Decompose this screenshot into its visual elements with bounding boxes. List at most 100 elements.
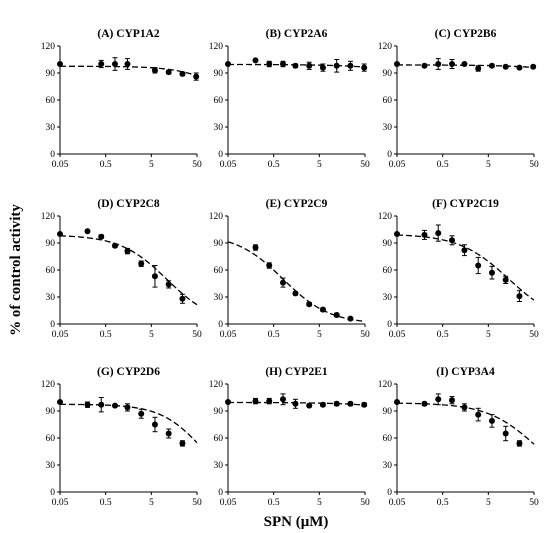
- x-tick-label: 0.05: [389, 160, 406, 170]
- chart-panel: (I) CYP3A4 0 30 60 90 120 0.05 0.5 5 50: [378, 366, 539, 508]
- y-tick-label: 30: [383, 461, 393, 471]
- x-tick-label: 5: [317, 330, 322, 340]
- y-tick-label: 120: [41, 42, 56, 52]
- y-tick-label: 30: [214, 293, 224, 303]
- data-point: [225, 399, 231, 405]
- y-tick-label: 30: [214, 123, 224, 133]
- data-point: [111, 402, 118, 409]
- data-point: [179, 440, 186, 447]
- y-tick-label: 90: [383, 69, 393, 79]
- data-point: [461, 404, 468, 411]
- data-point: [516, 293, 523, 300]
- data-point: [84, 401, 91, 408]
- data-point: [475, 411, 482, 418]
- data-point: [179, 295, 186, 302]
- data-point: [252, 57, 259, 64]
- data-point: [461, 247, 468, 254]
- data-point: [292, 290, 299, 297]
- x-tick-label: 5: [149, 498, 154, 508]
- data-point: [165, 281, 172, 288]
- data-point: [151, 273, 158, 280]
- data-point: [435, 61, 442, 67]
- fit-curve: [59, 235, 198, 306]
- data-point: [124, 248, 131, 255]
- data-point: [502, 276, 509, 283]
- x-tick-label: 0.05: [52, 330, 69, 340]
- x-tick-label: 0.5: [437, 330, 449, 340]
- x-tick-label: 0.05: [389, 330, 406, 340]
- x-tick-label: 0.5: [100, 498, 112, 508]
- data-point: [347, 400, 354, 407]
- fit-curve: [396, 234, 535, 301]
- data-point: [475, 262, 482, 269]
- y-tick-label: 0: [218, 488, 223, 498]
- data-point: [347, 62, 354, 69]
- data-point: [448, 397, 455, 404]
- y-tick-label: 30: [46, 293, 56, 303]
- data-point: [165, 430, 172, 437]
- y-tick-label: 60: [46, 434, 56, 444]
- data-point: [319, 401, 326, 408]
- x-tick-label: 0.5: [268, 498, 280, 508]
- panel-title: (G) CYP2D6: [97, 366, 160, 378]
- panel-title: (D) CYP2C8: [97, 198, 160, 210]
- data-point: [488, 62, 495, 69]
- data-point: [266, 61, 273, 67]
- data-point: [124, 61, 131, 67]
- panel-title: (H) CYP2E1: [265, 366, 328, 378]
- x-tick-label: 50: [529, 160, 539, 170]
- data-point: [319, 306, 326, 313]
- x-tick-label: 0.05: [220, 498, 237, 508]
- data-point: [279, 396, 286, 403]
- x-tick-label: 0.05: [52, 498, 69, 508]
- data-point: [151, 67, 158, 74]
- y-tick-label: 120: [209, 380, 224, 390]
- data-point: [347, 315, 354, 322]
- data-point: [461, 61, 468, 67]
- data-point: [475, 65, 482, 72]
- data-point: [435, 396, 442, 403]
- x-tick-label: 0.5: [100, 330, 112, 340]
- x-tick-label: 5: [317, 498, 322, 508]
- data-point: [333, 62, 340, 69]
- y-tick-label: 60: [46, 96, 56, 106]
- data-point: [361, 64, 368, 71]
- fit-curve: [59, 65, 198, 77]
- y-tick-label: 30: [214, 461, 224, 471]
- panel-title: (I) CYP3A4: [436, 366, 495, 378]
- y-tick-label: 0: [387, 320, 392, 330]
- chart-panel: (B) CYP2A6 0 30 60 90 120 0.05 0.5 5 50: [209, 28, 370, 170]
- chart-panel: (F) CYP2C19 0 30 60 90 120 0.05 0.5 5 50: [378, 198, 539, 340]
- data-point: [225, 61, 231, 67]
- data-point: [57, 61, 63, 67]
- x-tick-label: 0.5: [268, 160, 280, 170]
- x-tick-label: 5: [149, 330, 154, 340]
- panel-title: (A) CYP1A2: [97, 28, 160, 40]
- y-tick-label: 90: [214, 239, 224, 249]
- y-tick-label: 90: [383, 239, 393, 249]
- panel-title: (B) CYP2A6: [266, 28, 328, 40]
- data-point: [319, 64, 326, 71]
- x-tick-label: 50: [192, 498, 202, 508]
- y-tick-label: 90: [46, 239, 56, 249]
- data-point: [394, 61, 400, 67]
- y-tick-label: 30: [46, 123, 56, 133]
- x-tick-label: 0.05: [220, 330, 237, 340]
- data-point: [292, 400, 299, 407]
- data-point: [394, 399, 400, 405]
- fit-curve: [227, 241, 366, 323]
- x-tick-label: 50: [192, 160, 202, 170]
- y-tick-label: 120: [378, 212, 393, 222]
- y-tick-label: 90: [383, 407, 393, 417]
- x-tick-label: 50: [192, 330, 202, 340]
- data-point: [306, 402, 313, 409]
- data-point: [266, 398, 273, 405]
- data-point: [266, 262, 273, 269]
- data-point: [179, 70, 186, 77]
- data-point: [165, 69, 172, 76]
- x-tick-label: 50: [360, 498, 370, 508]
- data-point: [57, 399, 63, 405]
- x-axis-title: SPN (μM): [264, 514, 329, 530]
- y-tick-label: 120: [209, 42, 224, 52]
- data-point: [421, 62, 428, 69]
